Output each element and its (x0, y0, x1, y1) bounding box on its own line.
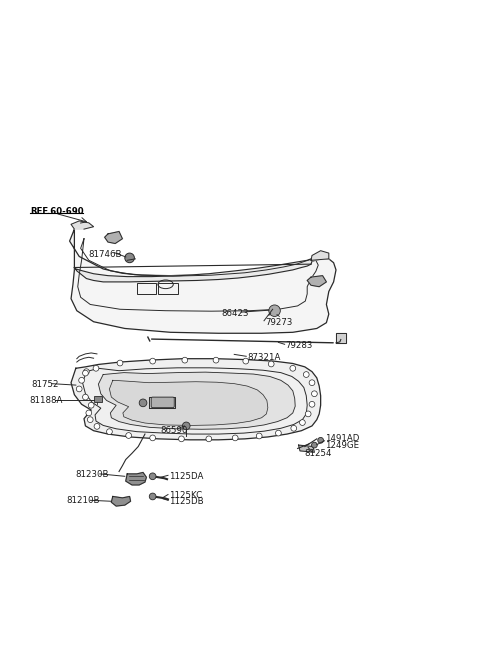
Polygon shape (149, 397, 175, 408)
Circle shape (83, 370, 88, 376)
Text: 79273: 79273 (265, 318, 292, 328)
FancyBboxPatch shape (151, 397, 174, 407)
Circle shape (213, 357, 219, 363)
Circle shape (206, 436, 212, 441)
Polygon shape (336, 333, 346, 343)
Text: 1125DB: 1125DB (169, 496, 204, 506)
Circle shape (86, 410, 92, 416)
Circle shape (276, 430, 281, 436)
Circle shape (300, 420, 305, 425)
Circle shape (150, 435, 156, 441)
Circle shape (179, 436, 184, 441)
Circle shape (79, 377, 84, 383)
Polygon shape (109, 381, 268, 425)
Text: 79283: 79283 (286, 341, 313, 350)
Circle shape (182, 357, 188, 363)
Circle shape (290, 365, 296, 371)
Circle shape (107, 429, 112, 434)
Polygon shape (71, 359, 321, 440)
Text: 87321A: 87321A (247, 353, 281, 362)
Circle shape (305, 411, 311, 417)
Circle shape (94, 424, 100, 429)
Bar (137, 284, 156, 294)
Text: 81230B: 81230B (76, 470, 109, 479)
Circle shape (182, 422, 190, 430)
Circle shape (268, 361, 274, 367)
Circle shape (87, 417, 93, 422)
Bar (94, 396, 102, 402)
Polygon shape (105, 231, 122, 244)
Circle shape (88, 402, 94, 408)
Text: 1249GE: 1249GE (325, 441, 360, 450)
Circle shape (303, 371, 309, 377)
Text: 1491AD: 1491AD (325, 434, 360, 443)
Text: REF.60-690: REF.60-690 (30, 207, 84, 216)
Polygon shape (71, 221, 94, 229)
Polygon shape (126, 472, 146, 485)
Circle shape (309, 402, 315, 407)
Text: 86590: 86590 (161, 426, 188, 435)
Circle shape (243, 358, 249, 364)
Circle shape (291, 425, 297, 431)
Circle shape (139, 399, 147, 407)
Polygon shape (299, 445, 314, 453)
Circle shape (84, 369, 89, 375)
Circle shape (309, 380, 315, 386)
Polygon shape (98, 372, 295, 429)
Circle shape (318, 438, 324, 443)
Polygon shape (74, 259, 312, 282)
Text: 86423: 86423 (222, 309, 249, 318)
Circle shape (232, 435, 238, 441)
Circle shape (76, 386, 82, 392)
Circle shape (150, 358, 156, 364)
Polygon shape (311, 251, 329, 260)
Polygon shape (111, 496, 131, 506)
Text: 81752: 81752 (31, 380, 59, 388)
Text: 1125KC: 1125KC (169, 491, 202, 500)
Text: 81746B: 81746B (89, 250, 122, 259)
Circle shape (83, 394, 88, 400)
Text: 1125DA: 1125DA (169, 472, 204, 481)
Polygon shape (70, 229, 336, 333)
Text: 81254: 81254 (304, 449, 332, 458)
Circle shape (312, 442, 317, 448)
Text: 81210B: 81210B (66, 496, 100, 505)
Circle shape (256, 433, 262, 439)
Bar (158, 284, 178, 294)
Circle shape (125, 253, 134, 263)
Circle shape (312, 391, 317, 397)
Circle shape (269, 305, 280, 316)
Polygon shape (307, 276, 326, 287)
Text: 81188A: 81188A (30, 396, 63, 405)
Circle shape (149, 473, 156, 479)
Circle shape (117, 360, 123, 366)
Circle shape (149, 493, 156, 500)
Circle shape (93, 365, 99, 371)
Circle shape (126, 432, 132, 438)
